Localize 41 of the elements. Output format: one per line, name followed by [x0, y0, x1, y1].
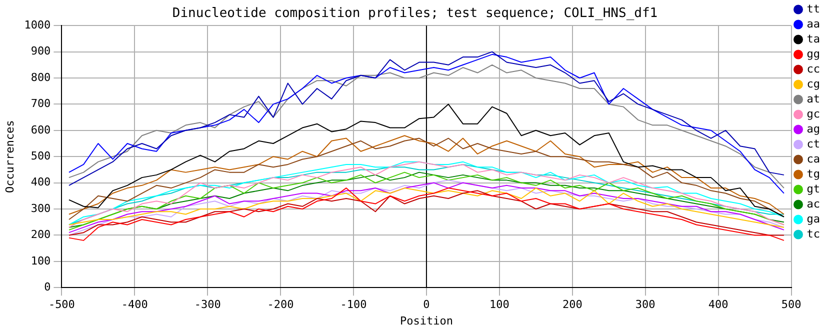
legend-label: gc [806, 107, 820, 120]
y-tick-label: 800 [30, 70, 51, 84]
y-tick-label: 300 [30, 202, 51, 215]
x-tick-label: -100 [340, 298, 367, 312]
y-tick-label: 900 [30, 44, 51, 58]
legend-label: aa [806, 17, 820, 30]
legend-label: ag [806, 122, 820, 136]
x-tick-label: 400 [708, 298, 728, 312]
y-tick-label: 700 [30, 97, 51, 110]
y-tick-label: 100 [30, 254, 51, 268]
legend-label: cg [806, 77, 820, 90]
y-tick-label: 600 [30, 123, 51, 136]
y-tick-label: 0 [44, 280, 51, 294]
legend-label: ta [806, 32, 820, 46]
y-tick-label: 400 [30, 176, 51, 189]
x-tick-label: 0 [423, 298, 430, 312]
x-tick-label: 200 [562, 298, 582, 312]
x-tick-label: 500 [781, 298, 802, 312]
x-tick-label: -300 [194, 298, 221, 312]
legend-label: tg [806, 167, 820, 180]
legend-label: gt [806, 182, 820, 196]
legend-label: cc [806, 62, 820, 76]
x-tick-label: 300 [635, 298, 656, 312]
x-tick-label: 100 [489, 298, 510, 312]
x-axis-title: Position [400, 314, 453, 328]
x-tick-label: -500 [48, 298, 75, 312]
legend-label: ct [806, 137, 820, 150]
legend-label: at [806, 92, 820, 106]
legend-label: ca [806, 152, 820, 166]
legend-label: ga [806, 212, 820, 226]
chart-title: Dinucleotide composition profiles; test sequence; COLI_HNS_df1 [172, 6, 658, 22]
x-tick-label: -200 [267, 298, 294, 312]
legend-label: gg [806, 47, 820, 60]
y-tick-label: 500 [30, 149, 51, 162]
legend-label: tt [806, 2, 820, 16]
x-tick-label: -400 [121, 298, 148, 312]
y-tick-label: 1000 [24, 18, 51, 32]
legend-label: tc [806, 227, 820, 240]
y-tick-label: 200 [30, 228, 51, 242]
legend-label: ac [806, 197, 820, 210]
y-axis-title: Occurrences [3, 120, 16, 194]
